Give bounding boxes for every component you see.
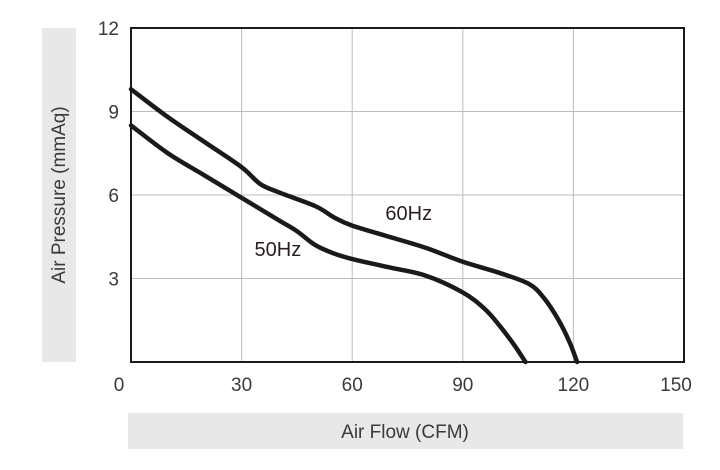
- y-tick-label: 6: [108, 186, 119, 207]
- x-tick-label: 30: [231, 375, 252, 396]
- y-tick-label: 3: [108, 270, 119, 291]
- y-axis-title: Air Pressure (mmAq): [49, 106, 70, 283]
- x-tick-label: 120: [558, 375, 590, 396]
- x-tick-labels: 0 30 60 90 120 150: [114, 375, 692, 396]
- x-tick-label: 150: [660, 375, 692, 396]
- gridlines: [131, 28, 684, 362]
- y-tick-label: 12: [98, 19, 119, 40]
- series-line-60hz: [128, 86, 580, 365]
- series-annotations: 60Hz 50Hz: [255, 203, 433, 261]
- series-annotation-60hz: 60Hz: [385, 203, 432, 225]
- y-tick-labels: 3 6 9 12: [98, 19, 119, 291]
- series-annotation-50hz: 50Hz: [255, 239, 302, 261]
- y-label-band: [42, 28, 76, 362]
- x-tick-label: 60: [342, 375, 363, 396]
- plot-frame: [130, 27, 685, 363]
- series-line-50hz: [128, 123, 528, 365]
- x-axis-title: Air Flow (CFM): [341, 422, 469, 443]
- x-tick-label: 90: [452, 375, 473, 396]
- y-tick-label: 9: [108, 103, 119, 124]
- series-lines: [128, 86, 580, 365]
- x-label-band: [128, 413, 683, 449]
- x-tick-label: 0: [114, 375, 125, 396]
